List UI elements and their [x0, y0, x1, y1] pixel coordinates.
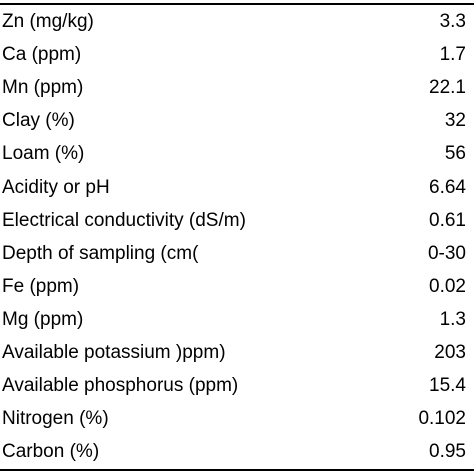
top-rule [0, 3, 474, 5]
table-row: Depth of sampling (cm( 0-30 [0, 237, 474, 270]
value-cell: 1.7 [439, 44, 466, 66]
value-cell: 203 [434, 341, 466, 363]
parameter-cell: Clay (%) [2, 110, 75, 132]
table-row: Mn (ppm) 22.1 [0, 71, 474, 104]
value-cell: 32 [444, 110, 466, 132]
value-cell: 0.61 [429, 209, 466, 231]
value-cell: 0.02 [429, 275, 466, 297]
parameter-cell: Mg (ppm) [2, 308, 84, 330]
parameter-cell: Ca (ppm) [2, 44, 82, 66]
parameter-cell: Available phosphorus (ppm) [2, 375, 239, 397]
table-row: Nitrogen (%) 0.102 [0, 402, 474, 435]
parameter-cell: Mn (ppm) [2, 77, 84, 99]
parameter-cell: Zn (mg/kg) [2, 11, 94, 33]
parameter-cell: Loam (%) [2, 143, 85, 165]
parameter-cell: Available potassium )ppm) [2, 341, 226, 363]
value-cell: 22.1 [429, 77, 466, 99]
table-row: Acidity or pH 6.64 [0, 170, 474, 203]
value-cell: 56 [444, 143, 466, 165]
table-row: Available potassium )ppm) 203 [0, 336, 474, 369]
value-cell: 0.95 [429, 441, 466, 463]
table-row: Electrical conductivity (dS/m) 0.61 [0, 204, 474, 237]
bottom-rule [0, 469, 474, 471]
table-row: Mg (ppm) 1.3 [0, 303, 474, 336]
table-row: Zn (mg/kg) 3.3 [0, 5, 474, 38]
table-row: Carbon (%) 0.95 [0, 435, 474, 468]
parameter-cell: Carbon (%) [2, 441, 100, 463]
value-cell: 0.102 [418, 408, 466, 430]
table-row: Fe (ppm) 0.02 [0, 270, 474, 303]
table-body: Zn (mg/kg) 3.3 Ca (ppm) 1.7 Mn (ppm) 22.1 Clay… [0, 5, 474, 468]
soil-properties-table: Zn (mg/kg) 3.3 Ca (ppm) 1.7 Mn (ppm) 22.1 Clay… [0, 5, 474, 468]
table-row: Clay (%) 32 [0, 104, 474, 137]
value-cell: 6.64 [429, 176, 466, 198]
table-row: Ca (ppm) 1.7 [0, 38, 474, 71]
table-row: Loam (%) 56 [0, 137, 474, 170]
value-cell: 0-30 [427, 242, 466, 264]
value-cell: 3.3 [439, 11, 466, 33]
value-cell: 15.4 [429, 375, 466, 397]
parameter-cell: Depth of sampling (cm( [2, 242, 199, 264]
parameter-cell: Nitrogen (%) [2, 408, 109, 430]
parameter-cell: Fe (ppm) [2, 275, 80, 297]
parameter-cell: Electrical conductivity (dS/m) [2, 209, 246, 231]
table-row: Available phosphorus (ppm) 15.4 [0, 369, 474, 402]
parameter-cell: Acidity or pH [2, 176, 110, 198]
value-cell: 1.3 [439, 308, 466, 330]
